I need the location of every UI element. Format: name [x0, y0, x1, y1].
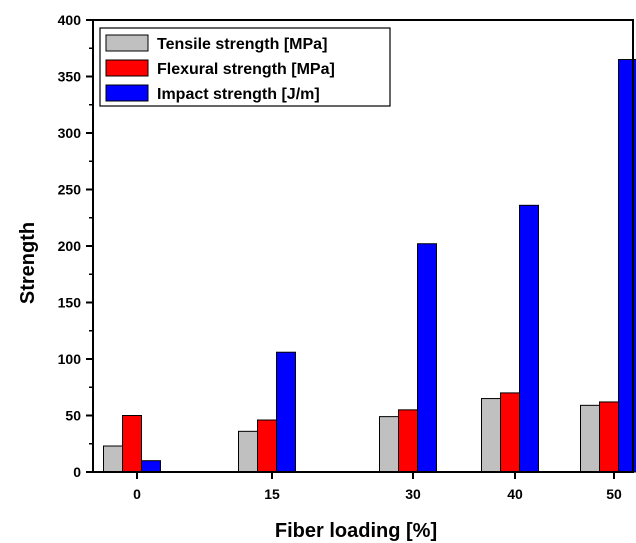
plot-frame: [92, 19, 634, 473]
x-tick-label: 30: [405, 486, 421, 502]
legend-swatch-impact: [105, 84, 149, 102]
y-tick-label: 300: [58, 125, 82, 141]
x-tick-label: 15: [264, 486, 280, 502]
y-axis-title: Strength: [17, 222, 39, 304]
bar-series-1-cat-0: [122, 415, 142, 473]
y-tick-label: 400: [58, 12, 82, 28]
bar-series-2-cat-1: [276, 351, 296, 473]
y-tick-label: 150: [58, 295, 82, 311]
bar-series-0-cat-1: [238, 430, 258, 473]
bar-series-0-cat-0: [103, 445, 123, 473]
legend-label-tensile: Tensile strength [MPa]: [157, 36, 327, 53]
y-tick-label: 0: [73, 464, 81, 480]
y-tick-label: 250: [58, 182, 82, 198]
bar-series-0-cat-3: [481, 398, 501, 473]
bar-series-1-cat-4: [599, 401, 619, 473]
bar-series-0-cat-2: [379, 416, 399, 473]
bar-series-1-cat-1: [257, 419, 277, 473]
y-tick-label: 50: [65, 408, 81, 424]
x-tick-label: 40: [507, 486, 523, 502]
legend: Tensile strength [MPa] Flexural strength…: [99, 27, 391, 107]
x-tick-label: 0: [133, 486, 141, 502]
legend-label-flexural: Flexural strength [MPa]: [157, 61, 335, 78]
x-axis-title: Fiber loading [%]: [275, 520, 437, 542]
legend-swatch-tensile: [105, 34, 149, 52]
y-tick-label: 200: [58, 238, 82, 254]
legend-swatch-flexural: [105, 59, 149, 77]
bar-series-2-cat-3: [519, 204, 539, 473]
y-tick-label: 100: [58, 351, 82, 367]
bar-series-1-cat-3: [500, 392, 520, 473]
x-tick-label: 50: [606, 486, 622, 502]
bar-series-2-cat-0: [141, 460, 161, 473]
bar-series-0-cat-4: [580, 404, 600, 473]
bar-series-1-cat-2: [398, 409, 418, 473]
bar-series-2-cat-2: [417, 243, 437, 473]
plot-area: 0 50 100 150 200 250 300 350 400 0 15 30 40 50: [58, 12, 636, 502]
y-tick-label: 350: [58, 69, 82, 85]
legend-label-impact: Impact strength [J/m]: [157, 86, 320, 103]
